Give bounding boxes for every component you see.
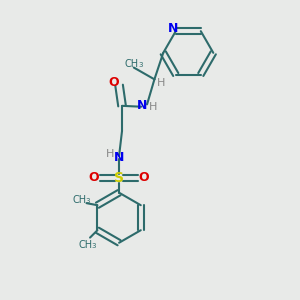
- Text: CH: CH: [79, 240, 93, 250]
- Text: O: O: [109, 76, 119, 89]
- Text: H: H: [149, 102, 158, 112]
- Text: N: N: [168, 22, 178, 35]
- Text: O: O: [139, 172, 149, 184]
- Text: N: N: [114, 151, 124, 164]
- Text: 3: 3: [92, 243, 96, 249]
- Text: CH: CH: [125, 59, 139, 69]
- Text: H: H: [157, 78, 165, 88]
- Text: S: S: [114, 171, 124, 185]
- Text: H: H: [106, 148, 114, 158]
- Text: CH: CH: [73, 195, 87, 205]
- Text: 3: 3: [138, 62, 142, 68]
- Text: O: O: [89, 172, 99, 184]
- Text: N: N: [136, 99, 147, 112]
- Text: 3: 3: [86, 198, 90, 204]
